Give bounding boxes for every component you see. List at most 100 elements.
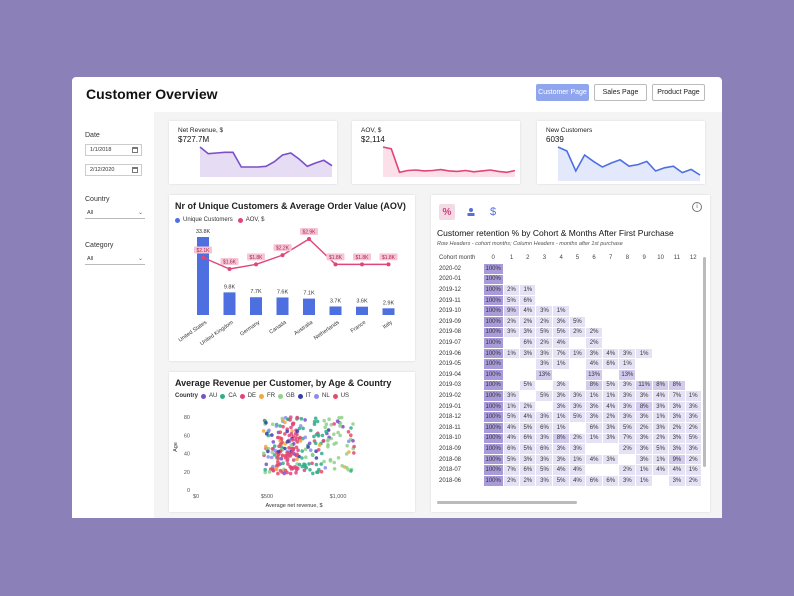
scatter-point <box>291 466 295 471</box>
scatter-chart-card: Average Revenue per Customer, by Age & C… <box>169 372 415 512</box>
date-from-input[interactable]: 1/1/2018 <box>85 144 142 156</box>
scatter-point <box>316 448 321 452</box>
retention-cell: 1% <box>552 358 570 371</box>
calendar-icon[interactable] <box>132 147 138 153</box>
aov-label-box <box>379 253 398 261</box>
kpi-label: AOV, $ <box>361 127 382 134</box>
scatter-point <box>266 455 270 459</box>
retention-cell: 2% <box>585 326 604 339</box>
vertical-scrollbar[interactable] <box>703 257 706 467</box>
column-header: 6 <box>592 255 596 262</box>
aov-label-box <box>220 258 239 265</box>
retention-cell: 4% <box>519 411 537 423</box>
retention-cell <box>668 337 686 349</box>
sales-page-button[interactable]: Sales Page <box>594 84 647 101</box>
retention-cell: 6% <box>519 337 537 349</box>
retention-cell <box>668 358 686 371</box>
table-row: 2018-09 100% 6% 5% 6% 3% 3% 2% 3% 5% 3% 3% <box>437 443 702 455</box>
retention-cell: 100% <box>482 273 504 286</box>
retention-cell: 3% <box>668 411 686 423</box>
dashboard-frame: Customer Overview Customer Page Sales Pa… <box>72 77 722 518</box>
retention-cell: 4% <box>602 400 620 413</box>
scatter-point <box>307 462 311 466</box>
retention-cell <box>651 263 670 275</box>
calendar-icon[interactable] <box>132 167 138 173</box>
retention-cell <box>568 337 587 349</box>
retention-cell: 7% <box>502 464 521 476</box>
horizontal-scrollbar[interactable] <box>437 501 577 504</box>
retention-cell: 4% <box>519 305 537 318</box>
cohort-cell: 2019-07 <box>439 340 462 347</box>
retention-cell: 3% <box>602 453 620 466</box>
cohort-cell: 2018-06 <box>439 477 462 484</box>
country-select[interactable]: All ⌄ <box>85 208 145 219</box>
scatter-point <box>308 448 313 452</box>
column-header[interactable]: Cohort month <box>439 255 476 262</box>
chart-title: Average Revenue per Customer, by Age & C… <box>175 378 392 388</box>
scatter-point <box>268 467 273 471</box>
retention-cell <box>602 273 620 286</box>
retention-cell <box>684 305 702 318</box>
scatter-point <box>270 422 275 427</box>
retention-cell: 6% <box>602 358 620 371</box>
column-header: 10 <box>657 255 664 262</box>
users-icon[interactable] <box>463 204 479 220</box>
cohort-cell: 2020-01 <box>439 276 462 283</box>
retention-card: % $ i Customer retention % by Cohort & M… <box>431 195 710 512</box>
scatter-point <box>349 469 353 473</box>
scatter-point <box>263 444 268 449</box>
dollar-icon[interactable]: $ <box>489 206 497 218</box>
retention-cell: 3% <box>552 390 570 402</box>
scatter-point <box>266 449 270 454</box>
retention-cell: 6% <box>519 464 537 476</box>
retention-cell <box>502 358 521 371</box>
cohort-cell: 2019-01 <box>439 403 462 410</box>
retention-cell <box>585 316 604 328</box>
retention-cell <box>585 294 604 307</box>
bar-value-label: 7.6K <box>277 289 289 295</box>
legend-item: NL <box>322 393 330 399</box>
bar <box>197 237 209 315</box>
scatter-point <box>271 440 276 444</box>
chevron-down-icon: ⌄ <box>137 256 143 262</box>
retention-cell <box>651 347 670 360</box>
scatter-point <box>282 471 286 476</box>
filter-sidebar: Date 1/1/2018 2/12/2020 Country All ⌄ Cat… <box>72 112 154 518</box>
retention-cell <box>651 369 670 381</box>
customer-page-button[interactable]: Customer Page <box>536 84 589 101</box>
cohort-cell: 2019-11 <box>439 297 461 304</box>
product-page-button[interactable]: Product Page <box>652 84 705 101</box>
retention-cell <box>552 294 570 307</box>
x-tick-label: $1,000 <box>330 494 347 500</box>
table-row: 2019-03 100% 5% 3% 8% 5% 3% 11% 8% 8% <box>437 379 702 392</box>
retention-cell: 2% <box>602 411 620 423</box>
retention-cell <box>535 400 554 413</box>
category-select[interactable]: All ⌄ <box>85 254 145 265</box>
retention-cell <box>519 369 537 381</box>
scatter-point <box>276 471 280 476</box>
scatter-point <box>263 470 267 475</box>
retention-cell: 2% <box>519 316 537 328</box>
cohort-cell: 2019-12 <box>439 287 462 294</box>
legend-dot <box>297 393 303 399</box>
retention-cell <box>568 369 587 381</box>
retention-cell: 3% <box>535 432 554 445</box>
retention-cell: 1% <box>568 347 587 360</box>
info-icon[interactable]: i <box>692 202 702 212</box>
retention-cell: 2% <box>635 422 653 434</box>
column-header: 2 <box>526 255 530 262</box>
retention-cell <box>519 263 537 275</box>
retention-cell: 2% <box>684 453 702 466</box>
scatter-point <box>313 416 318 421</box>
retention-cell <box>684 316 702 328</box>
aov-point <box>307 237 311 241</box>
scatter-point <box>324 422 329 426</box>
retention-cell <box>668 347 686 360</box>
retention-cell: 5% <box>552 326 570 339</box>
retention-cell: 5% <box>618 422 637 434</box>
scatter-point <box>297 462 302 467</box>
date-to-input[interactable]: 2/12/2020 <box>85 164 142 176</box>
retention-cell: 8% <box>651 379 670 392</box>
legend-dot <box>201 393 206 399</box>
percent-icon[interactable]: % <box>439 204 455 220</box>
